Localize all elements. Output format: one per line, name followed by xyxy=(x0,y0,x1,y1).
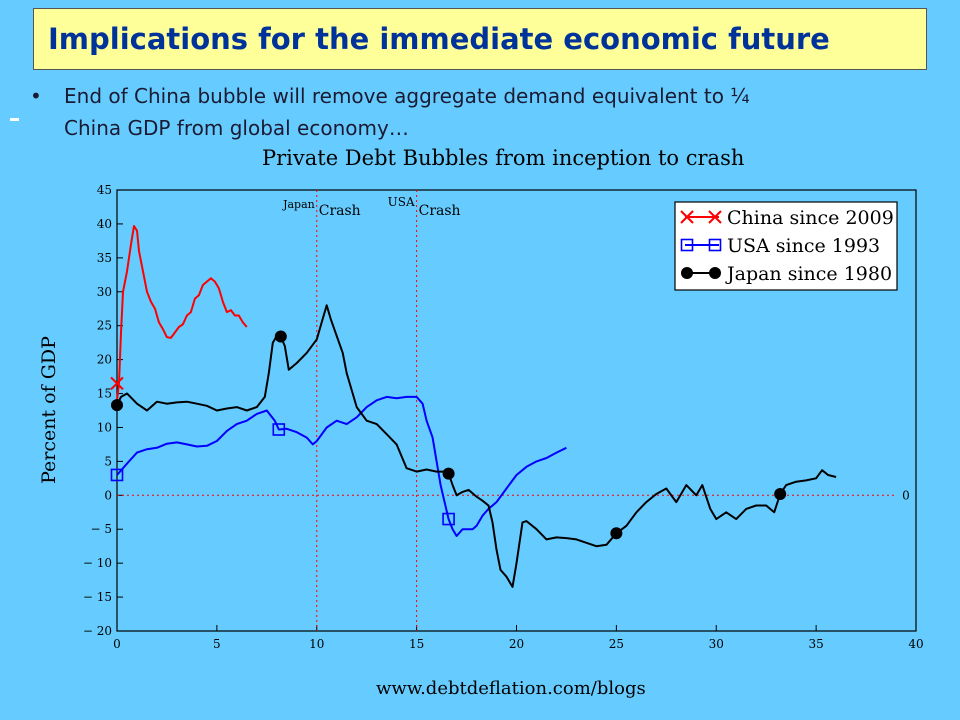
y-tick-label: 10 xyxy=(97,420,112,434)
x-tick-label: 5 xyxy=(213,637,221,651)
cross-stroke-b xyxy=(708,210,722,224)
x-tick-label: 15 xyxy=(409,637,424,651)
y-tick-label: 35 xyxy=(97,251,112,265)
bullet-text-line-1: End of China bubble will remove aggregat… xyxy=(64,84,750,108)
y-axis-label: Percent of GDP xyxy=(38,336,60,484)
y-tick-label: 20 xyxy=(97,353,112,367)
japan-series-line xyxy=(116,304,837,588)
reference-lines: 0 xyxy=(117,190,910,631)
china-legend-marker-b xyxy=(708,210,722,224)
japan-marker xyxy=(774,487,787,500)
x-tick-label: 20 xyxy=(509,637,524,651)
y-tick-label: 25 xyxy=(97,319,112,333)
y-tick-label: 15 xyxy=(97,387,112,401)
usa-marker xyxy=(442,512,455,526)
bullet-text-line-2: China GDP from global economy… xyxy=(64,116,409,140)
y-tick-label: 40 xyxy=(97,217,112,231)
usa-marker xyxy=(272,423,286,436)
japan-label: Japan xyxy=(282,198,315,211)
y-tick-label: − 10 xyxy=(83,556,112,570)
marker-layer xyxy=(110,330,787,540)
x-tick-label: 25 xyxy=(609,637,624,651)
usa-marker xyxy=(110,468,124,482)
x-tick-label: 0 xyxy=(113,637,121,651)
x-tick-label: 30 xyxy=(709,637,724,651)
y-tick-label: 5 xyxy=(104,454,112,468)
usa-label: USA xyxy=(388,195,415,209)
y-tick-label: − 15 xyxy=(83,590,112,604)
cross-stroke-b xyxy=(110,376,124,391)
china-legend-marker-a xyxy=(680,210,694,224)
japan-legend-marker-b xyxy=(709,267,721,279)
y-tick-label: 0 xyxy=(104,488,112,502)
annotations: Japan Crash USA Crash xyxy=(282,195,460,219)
usa-legend-marker-b xyxy=(708,238,722,252)
china-legend-label: China since 2009 xyxy=(727,207,894,229)
japan-crash-label: Crash xyxy=(319,203,361,219)
dash-marker-icon xyxy=(10,118,19,121)
japan-marker xyxy=(442,467,455,480)
japan-legend-label: Japan since 1980 xyxy=(725,263,892,285)
x-tick-label: 40 xyxy=(908,637,923,651)
page-title: Implications for the immediate economic … xyxy=(48,22,830,56)
x-tick-label: 10 xyxy=(309,637,324,651)
source-url: www.debtdeflation.com/blogs xyxy=(376,678,646,699)
japan-legend-marker-a xyxy=(681,267,693,279)
x-tick-label: 35 xyxy=(808,637,823,651)
title-box: Implications for the immediate economic … xyxy=(33,8,927,70)
japan-marker xyxy=(610,527,623,540)
usa-legend-marker-a xyxy=(680,238,694,252)
cross-stroke-b xyxy=(680,210,694,224)
usa-series-line xyxy=(116,395,567,537)
usa-legend-label: USA since 1993 xyxy=(727,235,880,257)
chart-title: Private Debt Bubbles from inception to c… xyxy=(262,146,745,170)
usa-crash-label: Crash xyxy=(419,203,461,219)
y-tick-label: 30 xyxy=(97,285,112,299)
china-series-line xyxy=(116,225,248,401)
bullet-dot-icon: • xyxy=(30,84,42,108)
legend: China since 2009 USA since 1993 Japan sinc… xyxy=(674,201,898,291)
series-layer xyxy=(116,225,837,588)
y-tick-label: 45 xyxy=(97,183,112,197)
japan-marker xyxy=(274,330,287,343)
zero-line-label: 0 xyxy=(902,488,910,502)
china-marker xyxy=(110,376,124,391)
y-tick-label: − 20 xyxy=(83,624,112,638)
japan-marker xyxy=(111,399,123,412)
y-tick-label: − 5 xyxy=(90,522,112,536)
